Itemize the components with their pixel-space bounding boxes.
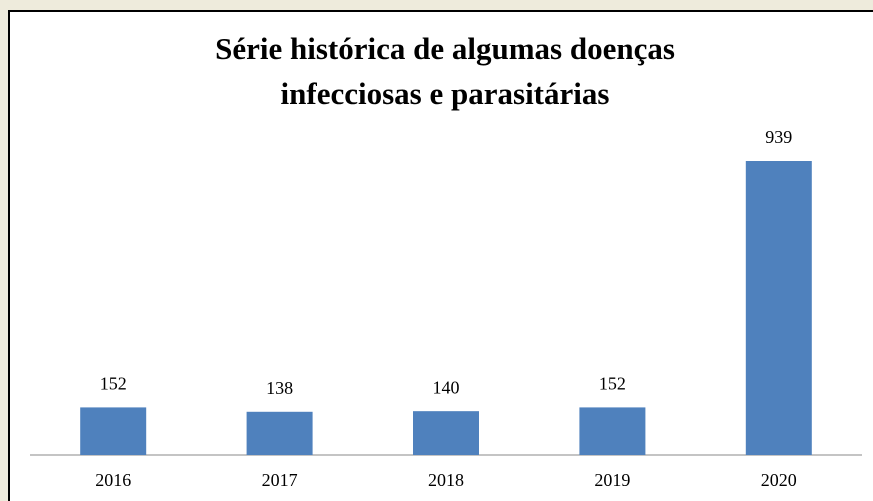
x-tick-label: 2020 xyxy=(761,470,797,490)
chart-title: Série histórica de algumas doenças xyxy=(215,31,675,66)
chart-title: infecciosas e parasitárias xyxy=(281,76,610,111)
bar xyxy=(745,161,812,455)
bar xyxy=(413,411,479,455)
bar xyxy=(579,407,646,455)
x-tick-label: 2017 xyxy=(262,470,298,490)
data-label: 140 xyxy=(433,377,460,397)
x-tick-label: 2016 xyxy=(95,470,131,490)
x-tick-label: 2019 xyxy=(594,470,630,490)
bar xyxy=(246,411,313,455)
data-label: 138 xyxy=(266,378,293,398)
data-label: 939 xyxy=(765,127,792,147)
bar xyxy=(80,407,147,455)
data-label: 152 xyxy=(100,374,127,394)
x-tick-label: 2018 xyxy=(428,470,464,490)
data-label: 152 xyxy=(599,374,626,394)
